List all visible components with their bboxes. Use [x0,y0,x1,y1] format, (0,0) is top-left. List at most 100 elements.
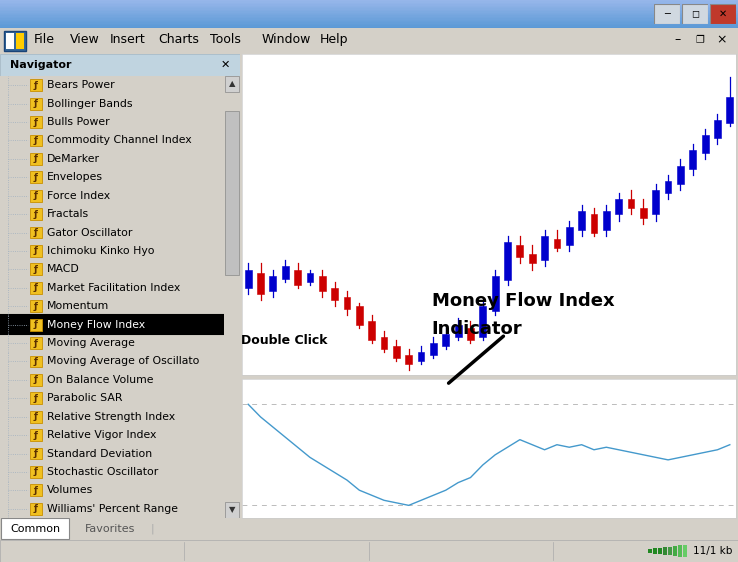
Text: Charts: Charts [158,33,199,46]
FancyBboxPatch shape [30,503,42,515]
Bar [677,166,684,184]
Bar [615,199,622,215]
Bar [0,20,738,21]
Text: Ichimoku Kinko Hyo: Ichimoku Kinko Hyo [46,246,154,256]
FancyBboxPatch shape [30,209,42,220]
Bar [381,337,387,349]
Text: Volumes: Volumes [46,486,93,495]
Text: View: View [70,33,100,46]
Text: Money Flow Index: Money Flow Index [46,320,145,330]
Bar [6,33,14,49]
Bar [702,135,708,153]
Text: Commodity Channel Index: Commodity Channel Index [46,135,191,146]
Text: File: File [34,33,55,46]
Bar [0,7,738,8]
Bar [393,346,400,358]
Bar [678,545,682,556]
Text: ƒ: ƒ [34,430,38,439]
Bar [0,24,738,25]
Bar [418,352,424,361]
FancyBboxPatch shape [30,466,42,478]
Text: Window: Window [262,33,311,46]
Bar [269,275,276,291]
Bar [668,547,672,555]
Bar [689,150,696,169]
Text: ƒ: ƒ [34,504,38,513]
Text: Bears Power: Bears Power [46,80,114,90]
Text: Gator Oscillator: Gator Oscillator [46,228,132,238]
FancyBboxPatch shape [30,116,42,128]
Text: Relative Vigor Index: Relative Vigor Index [46,430,156,440]
Bar [331,288,338,300]
Bar [245,270,252,288]
Bar [467,328,474,340]
Text: ƒ: ƒ [34,136,38,145]
Bar [0,26,738,28]
FancyBboxPatch shape [30,153,42,165]
Text: ƒ: ƒ [34,375,38,384]
Bar [0,4,738,6]
Bar [590,215,597,233]
Bar [442,334,449,346]
Bar [517,245,523,257]
FancyBboxPatch shape [30,245,42,257]
FancyBboxPatch shape [30,484,42,496]
Bar [294,270,301,285]
Text: ƒ: ƒ [34,412,38,421]
Bar [0,1,738,3]
Text: ƒ: ƒ [34,283,38,292]
Text: Double Click: Double Click [241,333,328,347]
Bar [492,275,499,311]
FancyBboxPatch shape [30,190,42,202]
Text: Bollinger Bands: Bollinger Bands [46,98,132,108]
Bar [603,211,610,230]
Text: ƒ: ƒ [34,99,38,108]
Text: ƒ: ƒ [34,191,38,200]
Text: Parabolic SAR: Parabolic SAR [46,393,123,404]
FancyBboxPatch shape [30,392,42,404]
Bar [356,306,362,325]
FancyBboxPatch shape [30,134,42,146]
Bar [306,273,314,282]
Bar [480,306,486,337]
FancyBboxPatch shape [30,171,42,183]
Bar [640,209,646,217]
Text: Favorites: Favorites [85,524,135,534]
FancyBboxPatch shape [30,300,42,312]
Bar [0,17,738,18]
Text: Tools: Tools [210,33,241,46]
Text: ƒ: ƒ [34,155,38,164]
Text: ƒ: ƒ [34,228,38,237]
Text: ƒ: ƒ [34,81,38,90]
Bar [225,502,239,518]
Text: MACD: MACD [46,264,80,274]
Bar [566,226,573,245]
FancyBboxPatch shape [30,282,42,294]
Bar [0,8,738,10]
Bar [225,76,239,92]
Bar [714,120,721,138]
Bar [0,18,738,20]
Text: ƒ: ƒ [34,394,38,403]
Bar [257,273,264,294]
Text: ƒ: ƒ [34,173,38,182]
Text: Help: Help [320,33,348,46]
Bar [726,97,734,123]
Bar [0,315,224,334]
Bar [0,25,738,26]
Text: On Balance Volume: On Balance Volume [46,375,154,385]
Text: ƒ: ƒ [34,468,38,477]
Bar [665,181,672,193]
Bar [4,31,26,51]
Bar [627,199,635,209]
Text: Money Flow Index: Money Flow Index [432,292,614,310]
Text: Moving Average: Moving Average [46,338,134,348]
Bar [579,211,585,230]
Text: Insert: Insert [110,33,145,46]
Bar [282,266,289,279]
Text: ƒ: ƒ [34,338,38,347]
Bar [504,242,511,280]
Bar [0,6,738,7]
FancyBboxPatch shape [30,411,42,423]
Text: Navigator: Navigator [10,60,71,70]
